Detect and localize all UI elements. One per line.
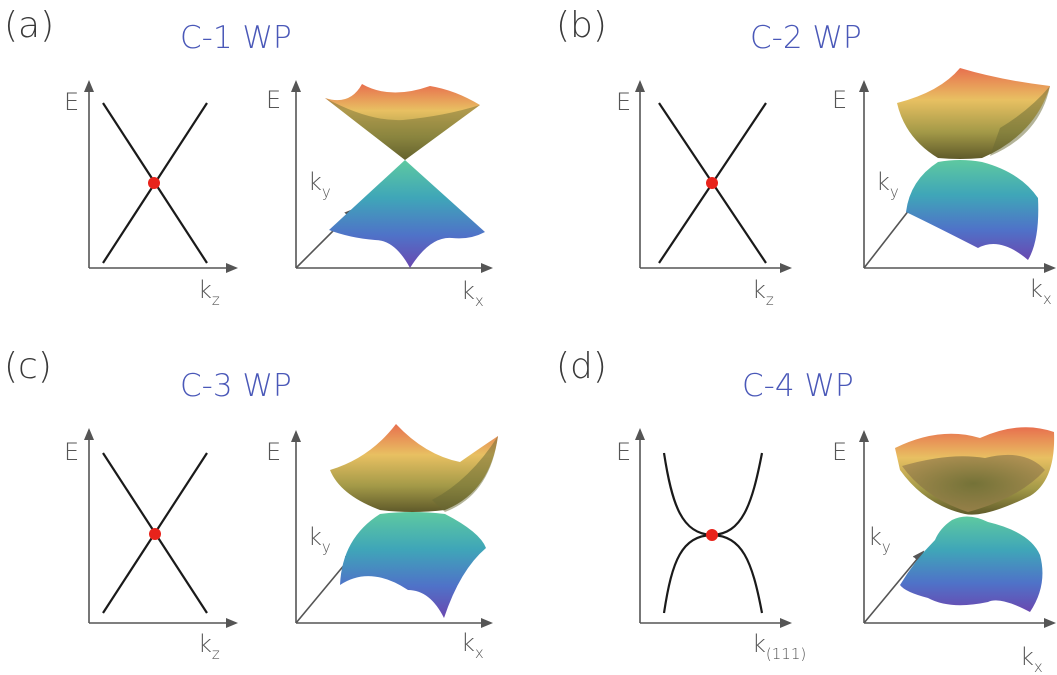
panel-title: C-4 WP [742,368,854,404]
lower-band-curve [662,533,764,614]
dispersion-3d-plot: E ky kx [832,427,1056,675]
momentum-axis-label: k(111) [752,630,806,663]
upper-surface-inner [902,454,1045,512]
panel-tag: (d) [556,346,607,387]
dispersion-3d-plot: E ky kx [266,80,493,310]
energy-axis-label: E [64,88,79,116]
energy-axis-label: E [832,438,847,466]
panel-tag: (a) [4,5,54,46]
upper-band-curve [662,452,764,537]
upper-cone-inner [990,86,1050,156]
dispersion-2d-plot: E k(111) [616,428,806,663]
panel-tag: (b) [556,5,607,46]
dispersion-2d-plot: E kz [64,428,238,663]
energy-axis-label: E [266,438,281,466]
ky-axis-label: ky [876,168,899,201]
upper-cone-surface [325,84,480,160]
upper-cone-inner [325,98,480,160]
kx-axis-label: kx [461,629,484,662]
kx-axis-label: kx [461,277,484,310]
dispersion-3d-plot: E ky kx [266,424,498,662]
upper-cone-inner [432,436,498,512]
lower-cone-surface [906,160,1039,260]
dispersion-3d-plot: E ky kx [832,68,1056,308]
ky-axis [863,550,925,624]
energy-axis-label: E [266,86,281,114]
lower-surface [900,516,1043,612]
panel-title: C-2 WP [750,20,862,56]
momentum-axis-label: kz [752,276,774,309]
energy-axis-label: E [616,438,631,466]
dispersion-2d-plot: E kz [616,80,792,309]
weyl-point-marker [148,177,160,189]
momentum-axis-label: kz [198,276,220,309]
momentum-axis-label: kz [198,630,220,663]
panel-title: C-1 WP [180,20,292,56]
panel-d: (d) C-4 WP E k(111) E ky kx [556,346,1056,675]
ky-axis-label: ky [308,168,331,201]
weyl-point-marker [706,529,718,541]
panel-a: (a) C-1 WP E kz E ky kx [4,5,493,310]
ky-axis-label: ky [308,523,331,556]
panel-b: (b) C-2 WP E kz E ky kx [556,5,1056,309]
ky-axis-label: ky [868,523,891,556]
panel-c: (c) C-3 WP E kz E ky kx [4,346,498,663]
upper-cone-surface [330,424,498,512]
energy-axis-label: E [832,86,847,114]
kx-axis-label: kx [1029,275,1052,308]
kx-axis-label: kx [1020,643,1043,675]
lower-cone-surface [329,160,485,268]
weyl-point-marker [149,528,161,540]
dispersion-2d-plot: E kz [64,80,238,309]
lower-cone-surface [340,512,486,618]
panel-title: C-3 WP [180,368,292,404]
panel-tag: (c) [4,346,52,387]
energy-axis-label: E [64,438,79,466]
weyl-point-marker [706,177,718,189]
energy-axis-label: E [616,88,631,116]
